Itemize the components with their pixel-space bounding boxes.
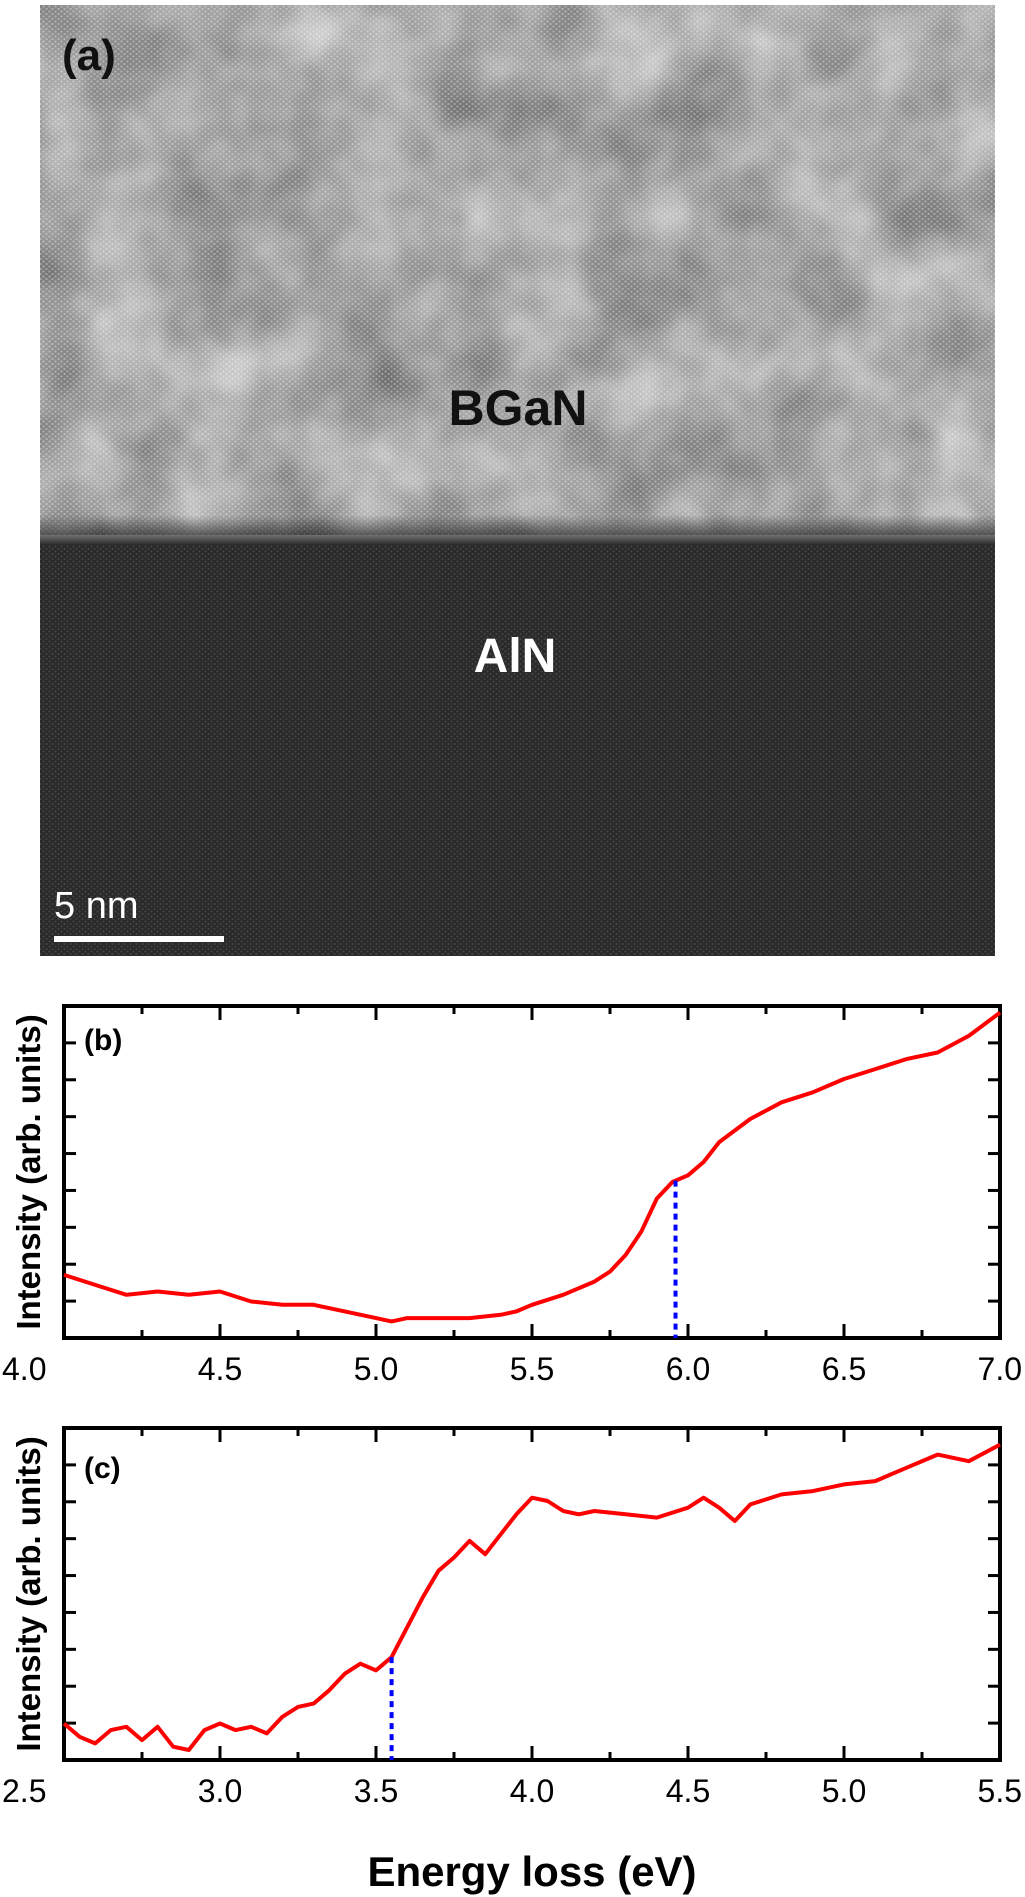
interface-gradient (40, 515, 995, 545)
aln-lattice (40, 545, 995, 956)
panel-a-label: (a) (62, 31, 116, 80)
chart-b-panel-label: (b) (84, 1024, 122, 1057)
scale-bar (54, 936, 224, 942)
chart-c-x-tick-label: 3.5 (354, 1773, 398, 1809)
chart-b: 4.0 4.5 5.0 5.5 6.0 6.5 7.0 (b) Intensity (arb… (2, 1004, 1022, 1387)
chart-c-ylabel: Intensity (arb. units) (10, 1436, 47, 1751)
chart-c-tick-labels: 2.5 3.0 3.5 4.0 4.5 5.0 5.5 (2, 1773, 1022, 1809)
chart-b-ylabel: Intensity (arb. units) (10, 1014, 47, 1329)
chart-c-panel-label: (c) (84, 1452, 121, 1485)
chart-c-series-line (62, 1442, 1001, 1752)
chart-c-x-tick-label: 3.0 (198, 1773, 242, 1809)
chart-b-frame (62, 1004, 1002, 1340)
chart-c-x-tick-label: 2.5 (2, 1773, 46, 1809)
chart-b-x-tick-label: 4.5 (198, 1351, 242, 1387)
chart-c-frame (62, 1426, 1002, 1762)
chart-b-series-line (63, 1010, 1002, 1324)
chart-b-x-tick-label: 5.5 (510, 1351, 554, 1387)
x-axis-title: Energy loss (eV) (367, 1848, 696, 1895)
chart-b-x-tick-label: 6.0 (666, 1351, 710, 1387)
chart-b-ticks (62, 1006, 1002, 1338)
chart-c-ticks (62, 1428, 1002, 1760)
chart-c-x-tick-label: 5.5 (978, 1773, 1022, 1809)
chart-c: 2.5 3.0 3.5 4.0 4.5 5.0 5.5 (c) Intensity (arb… (2, 1426, 1022, 1809)
chart-b-x-tick-label: 6.5 (822, 1351, 866, 1387)
bgan-label: BGaN (449, 380, 588, 436)
bgan-lattice (40, 5, 995, 535)
chart-c-x-tick-label: 5.0 (822, 1773, 866, 1809)
scale-bar-label: 5 nm (54, 885, 138, 927)
aln-label: AlN (474, 630, 557, 683)
chart-b-x-tick-label: 5.0 (354, 1351, 398, 1387)
chart-b-x-tick-label: 7.0 (978, 1351, 1022, 1387)
chart-b-x-tick-label: 4.0 (2, 1351, 46, 1387)
chart-b-tick-labels: 4.0 4.5 5.0 5.5 6.0 6.5 7.0 (2, 1351, 1022, 1387)
chart-c-x-tick-label: 4.5 (666, 1773, 710, 1809)
chart-c-x-tick-label: 4.0 (510, 1773, 554, 1809)
panel-a-image: (a) BGaN AlN 5 nm (40, 5, 995, 956)
